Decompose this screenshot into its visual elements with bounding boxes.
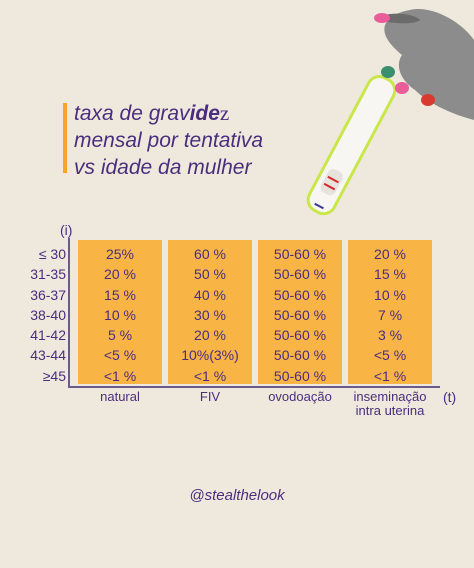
age-row-labels: ≤ 30 31-35 36-37 38-40 41-42 43-44 ≥45	[8, 244, 66, 386]
title-line-1-text: taxa de grav	[74, 102, 190, 125]
row-label: ≥45	[42, 367, 66, 384]
table-cell: 50-60 %	[273, 266, 327, 283]
column-label-line: intra uterina	[355, 403, 425, 418]
table-cell: 5 %	[107, 327, 133, 344]
table-cell: 3 %	[377, 327, 403, 344]
table-cell: 10 %	[104, 306, 136, 323]
table-cell: 20 %	[104, 266, 136, 283]
column-natural: 25% 20 % 15 % 10 % 5 % <5 % <1 %	[78, 240, 162, 384]
table-cell: 20 %	[374, 246, 406, 262]
title-accent-bar	[63, 103, 67, 173]
table-cell: 50 %	[194, 266, 226, 283]
hand-holding-pregnancy-test-image	[306, 9, 474, 216]
table-cell: 60 %	[194, 246, 226, 262]
table-cell: 50-60 %	[273, 246, 327, 262]
table-cell: <1 %	[373, 367, 407, 384]
table-cell: 50-60 %	[273, 367, 327, 384]
table-cell: 20 %	[194, 327, 226, 344]
column-fiv: 60 % 50 % 40 % 30 % 20 % 10%(3%) <1 %	[168, 240, 252, 384]
table-cell: 50-60 %	[273, 327, 327, 344]
table-cell: 25%	[105, 246, 135, 262]
row-label: ≤ 30	[38, 246, 66, 262]
title-line-2: mensal por tentativa	[74, 129, 264, 152]
social-handle: @stealthelook	[189, 487, 285, 504]
row-label: 31-35	[30, 266, 66, 283]
table-cell: <1 %	[103, 367, 137, 384]
title-line-1-bold: ide	[189, 102, 220, 125]
column-label-inseminacao: inseminação intra uterina	[342, 390, 438, 418]
x-axis-label: (t)	[443, 389, 457, 405]
page-title: taxa de gravidez mensal por tentativa vs…	[74, 100, 263, 181]
table-cell: 50-60 %	[273, 347, 327, 364]
table-cell: 40 %	[194, 286, 226, 303]
column-label-fiv: FIV	[199, 389, 221, 404]
column-label-line: inseminação	[353, 389, 427, 404]
table-cell: 7 %	[377, 306, 403, 323]
x-axis-line	[68, 386, 440, 388]
table-cell: <1 %	[193, 367, 227, 384]
row-label: 38-40	[30, 306, 66, 323]
table-cell: <5 %	[373, 347, 407, 364]
row-label: 41-42	[30, 327, 66, 344]
title-line-1-serif: z	[219, 101, 230, 125]
y-axis-label: (i)	[60, 222, 73, 238]
column-inseminacao: 20 % 15 % 10 % 7 % 3 % <5 % <1 %	[348, 240, 432, 384]
table-cell: 50-60 %	[273, 286, 327, 303]
table-cell: 10 %	[374, 286, 406, 303]
column-ovodoacao: 50-60 % 50-60 % 50-60 % 50-60 % 50-60 % …	[258, 240, 342, 384]
table-cell: 30 %	[194, 306, 226, 323]
y-axis-line	[68, 238, 70, 387]
table-cell: 10%(3%)	[181, 347, 239, 364]
table-cell: <5 %	[103, 347, 137, 364]
title-line-3: vs idade da mulher	[74, 156, 252, 179]
row-label: 43-44	[30, 347, 66, 364]
row-label: 36-37	[30, 286, 66, 303]
table-cell: 15 %	[374, 266, 406, 283]
table-cell: 15 %	[104, 286, 136, 303]
column-label-natural: natural	[100, 389, 140, 404]
table-cell: 50-60 %	[273, 306, 327, 323]
column-label-ovodoacao: ovodoação	[268, 389, 332, 404]
